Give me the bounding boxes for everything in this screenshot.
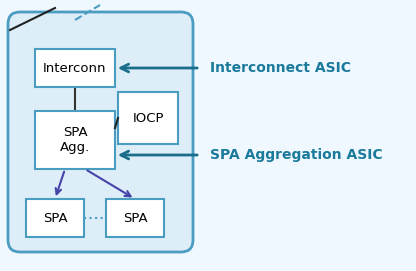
Text: SPA: SPA xyxy=(123,211,147,224)
Text: SPA Aggregation ASIC: SPA Aggregation ASIC xyxy=(210,148,383,162)
FancyBboxPatch shape xyxy=(26,199,84,237)
FancyBboxPatch shape xyxy=(106,199,164,237)
Text: Interconn: Interconn xyxy=(43,62,107,75)
Text: SPA: SPA xyxy=(43,211,67,224)
Text: Interconnect ASIC: Interconnect ASIC xyxy=(210,61,351,75)
Text: SPA
Agg.: SPA Agg. xyxy=(60,126,90,154)
FancyBboxPatch shape xyxy=(35,111,115,169)
FancyBboxPatch shape xyxy=(8,12,193,252)
FancyBboxPatch shape xyxy=(118,92,178,144)
Text: IOCP: IOCP xyxy=(132,111,164,124)
FancyBboxPatch shape xyxy=(35,49,115,87)
